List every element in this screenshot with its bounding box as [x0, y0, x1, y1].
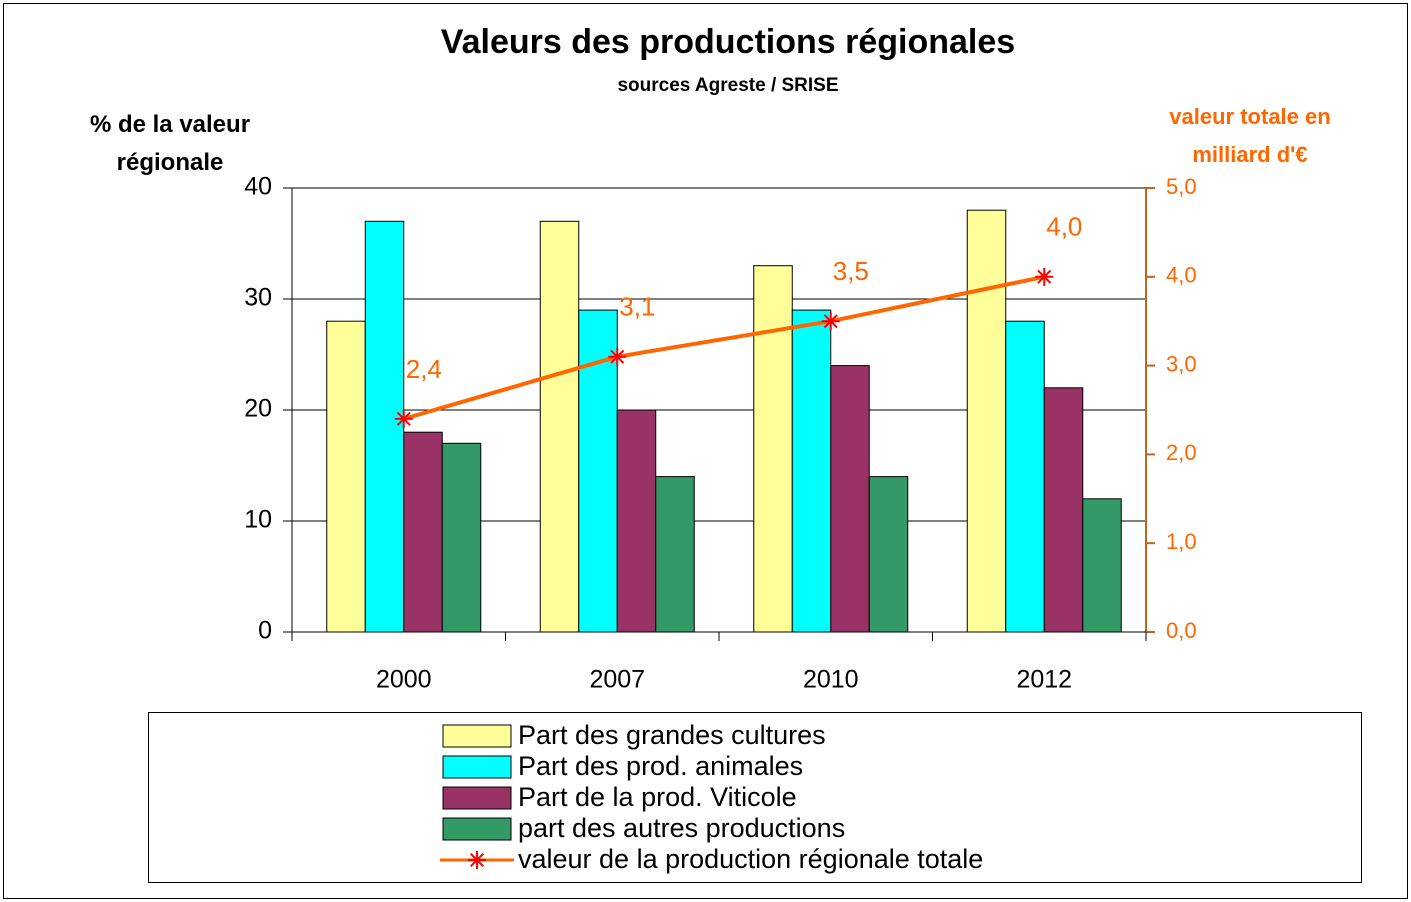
line-marker — [394, 409, 413, 428]
bar — [655, 476, 695, 633]
y2-tick-label: 3,0 — [1166, 351, 1197, 376]
y2-axis-label: valeur totale en milliard d'€ — [1169, 104, 1331, 167]
line-marker — [821, 312, 840, 331]
legend-swatch — [442, 755, 512, 779]
data-label: 3,5 — [833, 256, 869, 286]
bar — [830, 365, 870, 633]
legend-label: Part de la prod. Viticole — [518, 782, 797, 812]
y2-tick-label: 1,0 — [1166, 529, 1197, 554]
y-tick-label: 20 — [244, 395, 272, 423]
bar — [753, 265, 793, 633]
legend-label: Part des grandes cultures — [518, 720, 826, 750]
legend-swatch — [442, 817, 512, 841]
bar — [616, 409, 657, 633]
legend-label: valeur de la production régionale totale — [518, 844, 983, 874]
legend-label: Part des prod. animales — [518, 751, 803, 781]
bar — [1082, 498, 1122, 633]
y-tick-label: 40 — [244, 173, 272, 201]
line-marker — [608, 347, 627, 366]
chart-title: Valeurs des productions régionales — [441, 23, 1015, 61]
legend-label: part des autres productions — [518, 813, 845, 843]
x-tick-label: 2000 — [376, 666, 432, 694]
legend-box — [148, 712, 1362, 883]
bar — [441, 442, 482, 633]
bar — [966, 209, 1007, 633]
bar — [326, 320, 366, 633]
y2-tick-label: 0,0 — [1166, 618, 1197, 643]
marker-stroke — [469, 852, 485, 868]
line-marker — [468, 851, 486, 869]
y-tick-label: 10 — [244, 506, 272, 534]
bar — [1005, 320, 1045, 633]
y2-tick-label: 2,0 — [1166, 440, 1197, 465]
marker-stroke — [823, 314, 838, 329]
bar — [403, 431, 443, 633]
y-tick-label: 0 — [258, 617, 272, 645]
bar — [791, 309, 832, 633]
line-marker — [1035, 267, 1054, 286]
chart-subtitle: sources Agreste / SRISE — [617, 75, 838, 96]
x-tick-label: 2012 — [1016, 666, 1072, 694]
y2-tick-label: 5,0 — [1166, 174, 1197, 199]
data-label: 2,4 — [406, 354, 442, 384]
y2-tick-label: 4,0 — [1166, 263, 1197, 288]
y-tick-label: 30 — [244, 284, 272, 312]
bar — [364, 220, 405, 633]
x-tick-label: 2007 — [589, 666, 645, 694]
marker-stroke — [610, 349, 625, 364]
legend-swatch — [442, 724, 512, 748]
data-label: 3,1 — [619, 292, 655, 322]
y-axis-label: % de la valeur régionale — [89, 111, 251, 176]
data-label: 4,0 — [1046, 212, 1082, 242]
marker-stroke — [396, 411, 411, 426]
marker-stroke — [1037, 269, 1052, 284]
line — [403, 274, 1045, 421]
legend-swatch — [442, 786, 512, 810]
bar — [539, 220, 580, 633]
x-tick-label: 2010 — [803, 666, 859, 694]
bar — [868, 476, 909, 633]
bar — [1043, 387, 1084, 633]
